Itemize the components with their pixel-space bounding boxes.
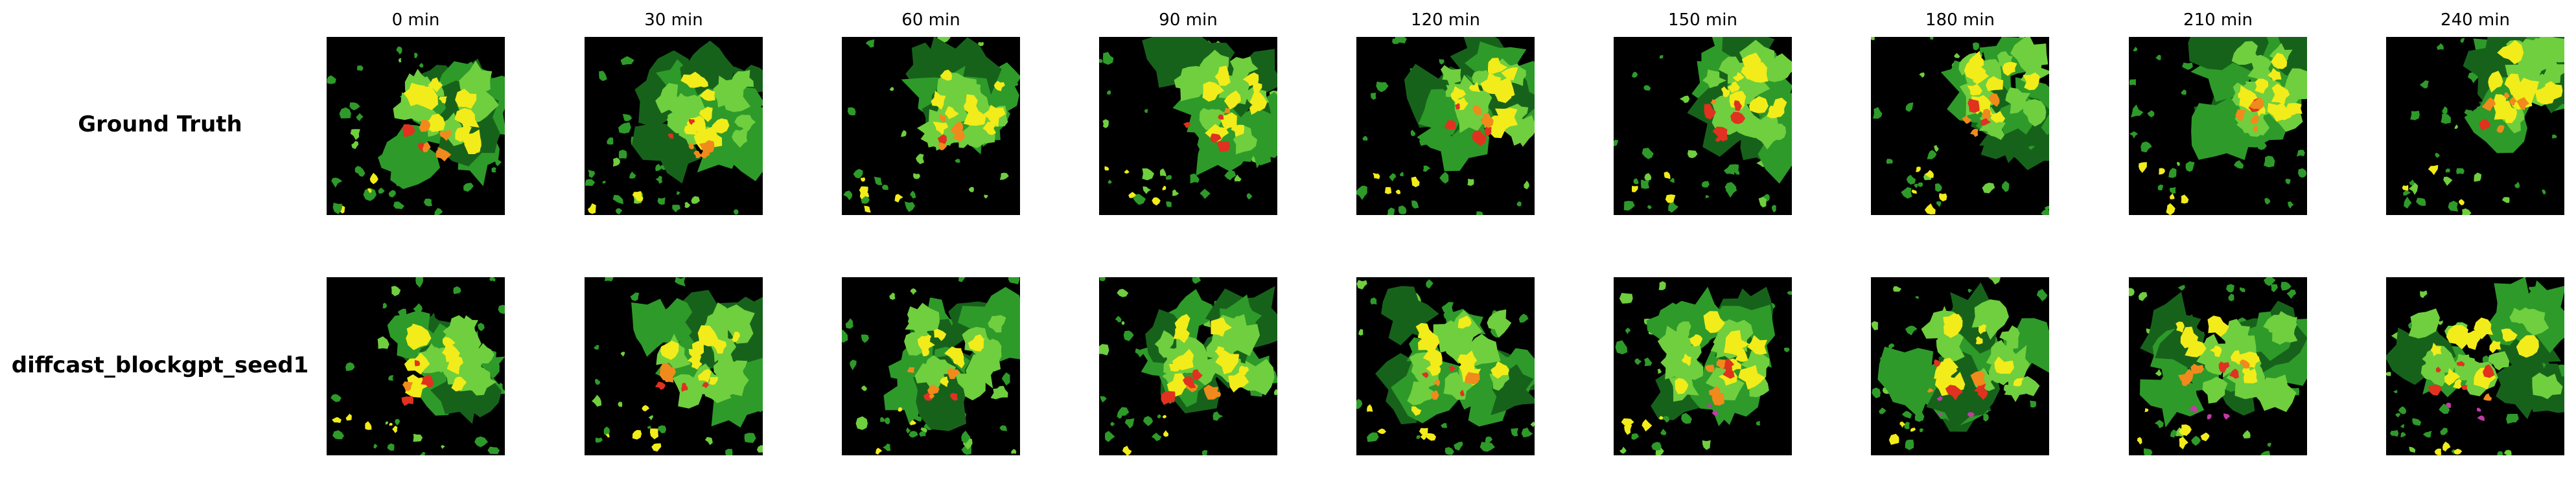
row-label-prediction: diffcast_blockgpt_seed1	[11, 352, 309, 378]
column-label-0: 0 min	[391, 10, 440, 30]
prediction-radar-panel-3	[1099, 277, 1277, 455]
ground-truth-radar-panel-8	[2386, 37, 2564, 215]
ground-truth-radar-panel-7	[2129, 37, 2307, 215]
column-label-120: 120 min	[1411, 10, 1480, 30]
ground-truth-radar-panel-0	[327, 37, 505, 215]
prediction-radar-panel-2	[842, 277, 1020, 455]
prediction-radar-panel-4	[1356, 277, 1535, 455]
ground-truth-radar-panel-3	[1099, 37, 1277, 215]
prediction-radar-panel-8	[2386, 277, 2564, 455]
column-label-60: 60 min	[901, 10, 960, 30]
column-label-90: 90 min	[1159, 10, 1218, 30]
column-label-210: 210 min	[2183, 10, 2253, 30]
prediction-radar-panel-0	[327, 277, 505, 455]
ground-truth-radar-panel-4	[1356, 37, 1535, 215]
prediction-radar-panel-5	[1614, 277, 1792, 455]
column-label-30: 30 min	[644, 10, 703, 30]
column-label-240: 240 min	[2441, 10, 2510, 30]
row-label-ground-truth: Ground Truth	[78, 111, 242, 137]
prediction-radar-panel-6	[1871, 277, 2049, 455]
ground-truth-radar-panel-1	[585, 37, 763, 215]
prediction-radar-panel-1	[585, 277, 763, 455]
ground-truth-radar-panel-5	[1614, 37, 1792, 215]
ground-truth-radar-panel-6	[1871, 37, 2049, 215]
prediction-radar-panel-7	[2129, 277, 2307, 455]
ground-truth-radar-panel-2	[842, 37, 1020, 215]
column-label-180: 180 min	[1925, 10, 1995, 30]
column-label-150: 150 min	[1668, 10, 1737, 30]
